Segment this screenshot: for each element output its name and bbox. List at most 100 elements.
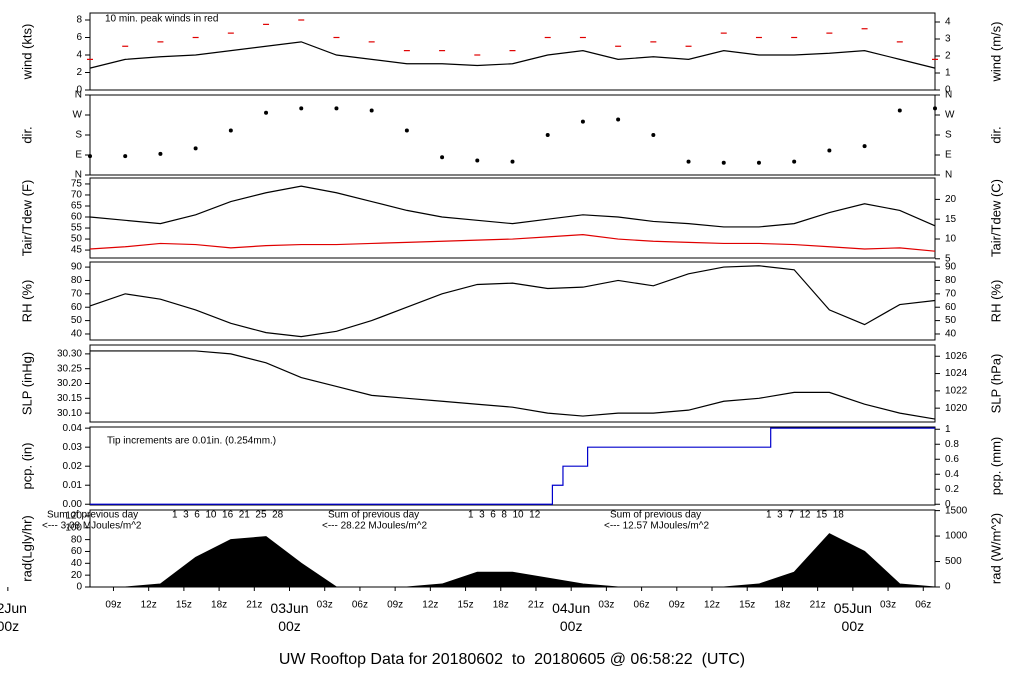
- y-tick-label: 70: [71, 190, 83, 201]
- x-tick-label: 06z: [634, 600, 650, 611]
- x-tick-label: 06z: [915, 600, 931, 611]
- x-tick-label: 12z: [141, 600, 157, 611]
- y2-tick-label: 1000: [945, 531, 968, 542]
- annotation: 1 3 6 10 16 21 25 28: [172, 510, 284, 521]
- y-tick-label: N: [75, 170, 82, 181]
- dir-point: [616, 117, 621, 122]
- x-tick-label: 18z: [493, 600, 509, 611]
- y2-tick-label: W: [945, 110, 955, 121]
- dir-point: [933, 106, 937, 111]
- y-axis-label: RH (%): [19, 280, 34, 323]
- x-tick-label: 09z: [387, 600, 403, 611]
- annotation: <--- 28.22 MJoules/m^2: [322, 521, 427, 532]
- y-tick-label: 90: [71, 262, 83, 273]
- annotation: Sum of previous day: [328, 510, 419, 521]
- y2-tick-label: 1500: [945, 505, 968, 516]
- series-line: [89, 41, 936, 69]
- annotation: <--- 12.57 MJoules/m^2: [604, 521, 709, 532]
- y-tick-label: 70: [71, 288, 83, 299]
- y2-tick-label: 0: [945, 85, 951, 96]
- dir-point: [686, 159, 691, 164]
- y2-tick-label: 1: [945, 68, 951, 79]
- y-tick-label: 60: [71, 212, 83, 223]
- series-line: [89, 234, 936, 252]
- y-tick-label: 30.10: [57, 408, 82, 419]
- y-tick-label: 30.30: [57, 349, 82, 360]
- step-line: [90, 427, 935, 505]
- y-axis-label: dir.: [19, 126, 34, 143]
- y-tick-label: 50: [71, 234, 83, 245]
- y2-tick-label: 20: [945, 194, 957, 205]
- dir-point: [651, 133, 656, 137]
- y-tick-label: 8: [76, 15, 82, 26]
- annotation: Tip increments are 0.01in. (0.254mm.): [107, 436, 276, 447]
- y-tick-label: 50: [71, 315, 83, 326]
- y2-tick-label: 0: [945, 499, 951, 510]
- dir-point: [510, 159, 515, 164]
- x-tick-label: 09z: [669, 600, 685, 611]
- y-tick-label: 100: [65, 522, 82, 533]
- y2-tick-label: 80: [945, 275, 957, 286]
- x-tick-label: 03z: [598, 600, 614, 611]
- y2-tick-label: 0.6: [945, 454, 959, 465]
- y-tick-label: E: [75, 150, 82, 161]
- y2-tick-label: 3: [945, 34, 951, 45]
- annotation: <--- 3.08 MJoules/m^2: [42, 521, 142, 532]
- dir-point: [440, 155, 445, 160]
- y2-tick-label: N: [945, 90, 952, 101]
- y2-tick-label: E: [945, 150, 952, 161]
- panel-frame: [89, 344, 936, 423]
- y-tick-label: 75: [71, 179, 83, 190]
- y2-tick-label: 1026: [945, 351, 968, 362]
- dir-point: [862, 144, 867, 149]
- y2-tick-label: 10: [945, 234, 957, 245]
- y2-axis-label: pcp. (mm): [988, 437, 1003, 496]
- y-tick-label: 30.20: [57, 378, 82, 389]
- y-tick-label: 65: [71, 201, 83, 212]
- y-tick-label: 55: [71, 223, 83, 234]
- y2-tick-label: 40: [945, 329, 957, 340]
- y-tick-label: 2: [76, 67, 82, 78]
- x-tick-label: 21z: [528, 600, 544, 611]
- y2-tick-label: 90: [945, 262, 957, 273]
- y-tick-label: 4: [76, 50, 82, 61]
- y2-axis-label: RH (%): [988, 280, 1003, 323]
- x-tick-label: 21z: [246, 600, 262, 611]
- panel-frame: [89, 261, 936, 341]
- y2-tick-label: 1: [945, 424, 951, 435]
- dir-point: [369, 108, 374, 113]
- y2-axis-label: wind (m/s): [988, 22, 1003, 83]
- x-tick-label: 12z: [422, 600, 438, 611]
- y2-tick-label: 2: [945, 51, 951, 62]
- y-tick-label: 40: [71, 558, 83, 569]
- x-tick-label: 09z: [105, 600, 121, 611]
- y2-tick-label: 15: [945, 214, 957, 225]
- y-axis-label: wind (kts): [19, 24, 34, 81]
- y-tick-label: 45: [71, 245, 83, 256]
- panel-frame: [89, 12, 936, 91]
- x-tick-label: 05Jun 00z: [834, 600, 872, 634]
- annotation: Sum of previous day: [47, 510, 138, 521]
- y-tick-label: 0.04: [63, 423, 83, 434]
- x-tick-label: 18z: [774, 600, 790, 611]
- y-tick-label: 80: [71, 275, 83, 286]
- y2-tick-label: 0.4: [945, 469, 959, 480]
- y-tick-label: 0.00: [63, 499, 83, 510]
- y2-tick-label: 1022: [945, 385, 968, 396]
- x-tick-label: 15z: [176, 600, 192, 611]
- y-axis-label: SLP (inHg): [19, 352, 34, 415]
- y2-tick-label: 0: [945, 582, 951, 593]
- x-tick-label: 18z: [211, 600, 227, 611]
- dir-point: [897, 108, 902, 113]
- y-tick-label: W: [73, 110, 83, 121]
- x-tick-label: 12z: [704, 600, 720, 611]
- y-tick-label: 60: [71, 546, 83, 557]
- y2-axis-label: rad (W/m^2): [988, 513, 1003, 584]
- chart-title: UW Rooftop Data for 20180602 to 20180605…: [279, 651, 745, 668]
- y2-tick-label: 1020: [945, 403, 968, 414]
- x-tick-label: 02Jun00z: [0, 600, 27, 634]
- dir-point: [334, 106, 339, 111]
- dir-point: [228, 128, 233, 133]
- y2-tick-label: 500: [945, 556, 962, 567]
- dir-point: [756, 160, 761, 165]
